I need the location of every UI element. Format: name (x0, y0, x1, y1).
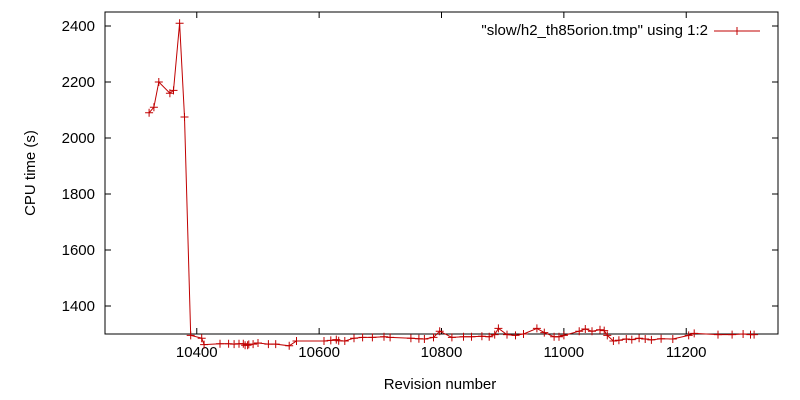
series-line (148, 23, 755, 347)
x-axis-label: Revision number (384, 376, 497, 393)
data-point (684, 331, 693, 340)
data-point (285, 341, 294, 350)
data-point (627, 335, 636, 344)
data-point (728, 330, 737, 339)
plot-frame (104, 11, 779, 335)
data-point (739, 330, 748, 338)
data-point (596, 325, 604, 334)
x-tick-label: 10400 (176, 344, 218, 361)
data-point (714, 330, 722, 339)
data-point (197, 334, 206, 343)
data-point (600, 326, 609, 335)
data-point (511, 331, 520, 340)
x-tick-label: 10600 (298, 344, 340, 361)
data-point (149, 103, 158, 112)
y-tick-label: 1800 (62, 186, 95, 203)
data-point (503, 330, 511, 339)
data-point (249, 340, 258, 349)
data-point (485, 332, 494, 341)
data-point (614, 336, 623, 345)
legend-marker (733, 27, 741, 35)
data-point (239, 339, 248, 348)
data-point (532, 324, 541, 333)
data-point (519, 330, 528, 338)
data-point (216, 339, 224, 348)
data-point (559, 331, 568, 340)
data-point (609, 337, 618, 345)
data-point (477, 332, 486, 341)
data-point (657, 334, 666, 343)
data-point (200, 340, 209, 349)
legend-label: "slow/h2_th85orion.tmp" using 1:2 (481, 22, 708, 39)
data-point (180, 113, 189, 121)
data-point (690, 329, 699, 338)
data-point (340, 337, 349, 345)
data-point (380, 332, 388, 341)
data-point (386, 333, 395, 342)
x-tick-label: 10800 (421, 344, 463, 361)
data-point (429, 333, 438, 342)
data-point (264, 340, 273, 349)
data-point (320, 337, 328, 345)
data-point (154, 78, 163, 86)
data-point (575, 327, 584, 336)
x-tick-label: 11200 (666, 344, 707, 361)
data-point (406, 334, 415, 343)
y-tick-label: 2400 (62, 18, 95, 35)
data-point (581, 325, 590, 333)
y-tick-label: 2200 (62, 74, 95, 91)
x-tick-label: 11000 (544, 344, 585, 361)
data-point (555, 332, 563, 341)
data-point (420, 335, 429, 343)
data-point (603, 331, 612, 340)
data-point (145, 108, 154, 117)
legend: "slow/h2_th85orion.tmp" using 1:2 (481, 22, 760, 39)
data-point (292, 337, 301, 345)
series-layer (145, 19, 759, 350)
x-axis-ticks: 10400 10600 10800 11000 11200 (176, 12, 707, 361)
data-point (254, 339, 262, 347)
data-point (350, 334, 358, 343)
data-point (622, 335, 631, 343)
data-point (243, 341, 252, 350)
data-point (186, 331, 195, 340)
data-point (459, 332, 468, 341)
data-point (358, 333, 367, 342)
data-point (326, 336, 335, 345)
data-point (490, 330, 499, 339)
data-point (368, 333, 377, 342)
data-point (435, 327, 444, 336)
data-point (647, 335, 656, 344)
data-point (169, 86, 178, 95)
data-point (588, 327, 596, 336)
y-axis-label: CPU time (s) (22, 130, 39, 216)
data-point (467, 332, 476, 341)
y-tick-label: 2000 (62, 130, 95, 147)
y-tick-label: 1400 (62, 298, 95, 315)
y-tick-label: 1600 (62, 242, 95, 259)
data-point (175, 19, 184, 28)
data-point (494, 324, 503, 333)
y-axis-ticks: 1400 1600 1800 2000 2200 2400 (62, 18, 778, 315)
data-point (668, 335, 677, 343)
data-point (447, 333, 456, 342)
data-point (641, 335, 650, 343)
data-point (540, 328, 549, 337)
data-point (750, 330, 759, 339)
data-point (635, 334, 644, 343)
data-point (271, 340, 280, 349)
